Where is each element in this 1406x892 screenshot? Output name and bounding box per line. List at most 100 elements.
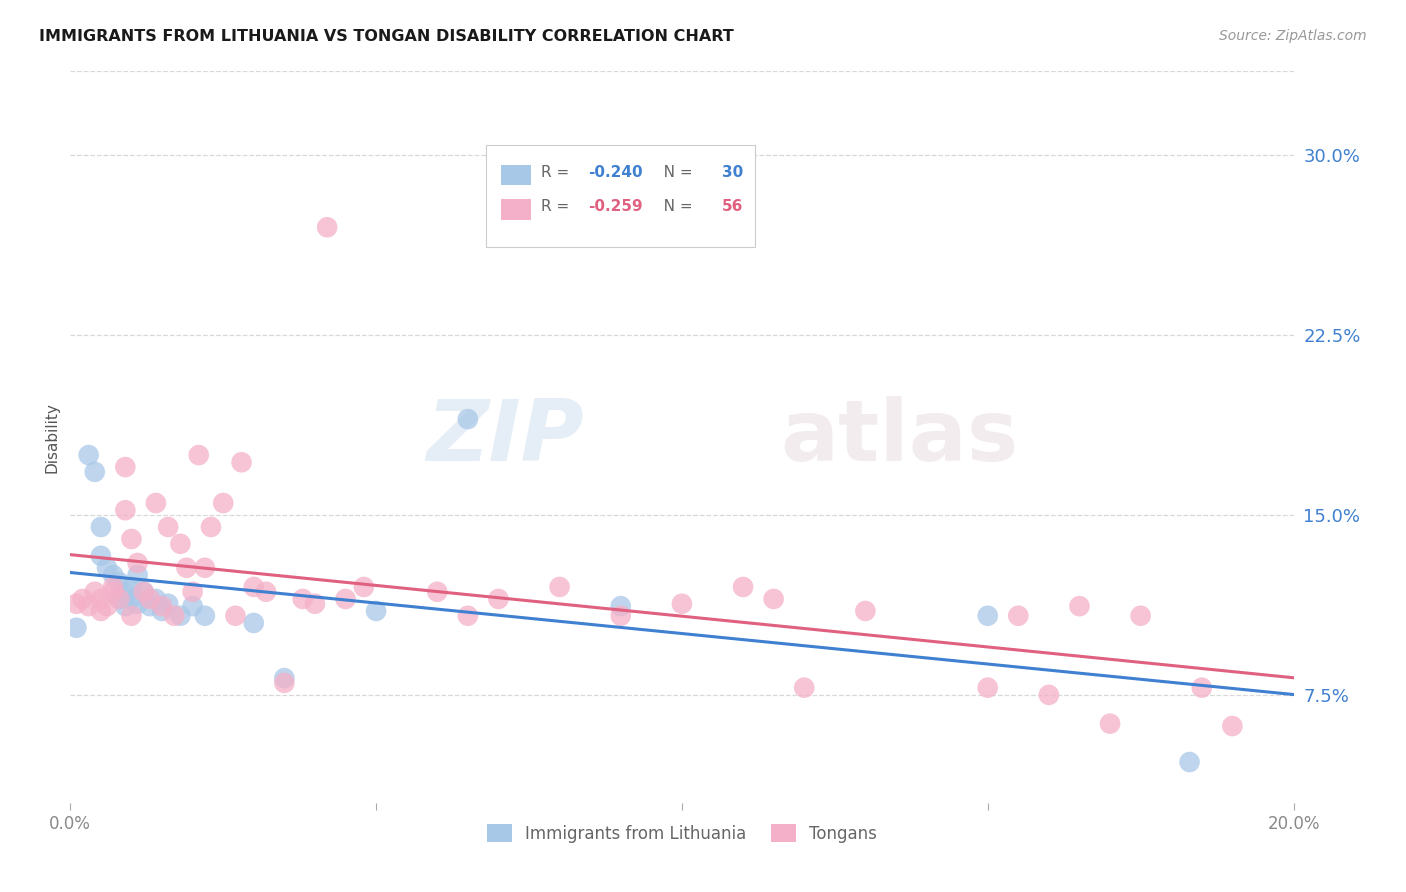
Point: [150, 604, 173, 618]
Point: [72, 591, 94, 606]
Point: [224, 608, 246, 623]
Point: [181, 599, 204, 614]
Point: [855, 604, 877, 618]
Text: IMMIGRANTS FROM LITHUANIA VS TONGAN DISABILITY CORRELATION CHART: IMMIGRANTS FROM LITHUANIA VS TONGAN DISA…: [39, 29, 734, 44]
Point: [90, 591, 112, 606]
Point: [212, 496, 235, 510]
Point: [610, 608, 633, 623]
Point: [793, 681, 815, 695]
Point: [254, 584, 277, 599]
Point: [114, 460, 136, 475]
Point: [548, 580, 571, 594]
Point: [200, 520, 222, 534]
Text: -0.259: -0.259: [588, 199, 643, 214]
Point: [65, 621, 87, 635]
Point: [187, 448, 209, 462]
Point: [127, 568, 149, 582]
Point: [353, 580, 375, 594]
Point: [65, 597, 87, 611]
Point: [457, 412, 479, 426]
Point: [139, 591, 162, 606]
Point: [77, 599, 100, 614]
Text: N =: N =: [650, 165, 697, 180]
Point: [127, 597, 149, 611]
Point: [108, 591, 131, 606]
Point: [121, 608, 143, 623]
Point: [243, 580, 266, 594]
Text: 30: 30: [723, 165, 744, 180]
Text: N =: N =: [650, 199, 697, 214]
Point: [127, 556, 149, 570]
Point: [121, 591, 143, 606]
Point: [231, 455, 253, 469]
Point: [1038, 688, 1060, 702]
Text: Source: ZipAtlas.com: Source: ZipAtlas.com: [1219, 29, 1367, 43]
Point: [96, 599, 118, 614]
Point: [273, 671, 295, 685]
Point: [181, 584, 204, 599]
Point: [194, 608, 217, 623]
Point: [96, 561, 118, 575]
Point: [1007, 608, 1029, 623]
Point: [150, 599, 173, 614]
Point: [194, 561, 217, 575]
Text: 56: 56: [723, 199, 744, 214]
Point: [90, 520, 112, 534]
Point: [426, 584, 449, 599]
Point: [145, 591, 167, 606]
Point: [1129, 608, 1152, 623]
Text: atlas: atlas: [780, 395, 1018, 479]
Point: [83, 584, 105, 599]
Point: [83, 465, 105, 479]
Point: [243, 615, 266, 630]
Point: [169, 537, 191, 551]
Point: [1069, 599, 1091, 614]
Point: [610, 599, 633, 614]
Point: [1220, 719, 1243, 733]
Point: [108, 575, 131, 590]
Point: [101, 568, 124, 582]
Point: [457, 608, 479, 623]
Point: [157, 597, 180, 611]
Point: [77, 448, 100, 462]
Y-axis label: Disability: Disability: [44, 401, 59, 473]
Point: [733, 580, 755, 594]
Point: [488, 591, 510, 606]
Point: [304, 597, 326, 611]
Legend: Immigrants from Lithuania, Tongans: Immigrants from Lithuania, Tongans: [479, 818, 884, 849]
Point: [366, 604, 388, 618]
Point: [176, 561, 198, 575]
Text: R =: R =: [541, 165, 575, 180]
Point: [132, 584, 155, 599]
Point: [145, 496, 167, 510]
Point: [976, 608, 998, 623]
Point: [139, 599, 162, 614]
Point: [121, 532, 143, 546]
Point: [101, 580, 124, 594]
Point: [108, 591, 131, 606]
Point: [316, 220, 339, 235]
Text: -0.240: -0.240: [588, 165, 643, 180]
Point: [101, 584, 124, 599]
FancyBboxPatch shape: [501, 165, 531, 186]
Point: [121, 580, 143, 594]
Point: [157, 520, 180, 534]
Point: [114, 584, 136, 599]
Point: [163, 608, 186, 623]
Point: [273, 676, 295, 690]
Point: [671, 597, 693, 611]
Point: [1191, 681, 1213, 695]
Point: [762, 591, 785, 606]
Point: [90, 549, 112, 563]
Point: [291, 591, 314, 606]
Point: [976, 681, 998, 695]
FancyBboxPatch shape: [501, 199, 531, 219]
Text: ZIP: ZIP: [426, 395, 583, 479]
Point: [1178, 755, 1201, 769]
Point: [90, 604, 112, 618]
Text: R =: R =: [541, 199, 575, 214]
Point: [114, 503, 136, 517]
Point: [114, 599, 136, 614]
FancyBboxPatch shape: [486, 145, 755, 247]
Point: [335, 591, 357, 606]
